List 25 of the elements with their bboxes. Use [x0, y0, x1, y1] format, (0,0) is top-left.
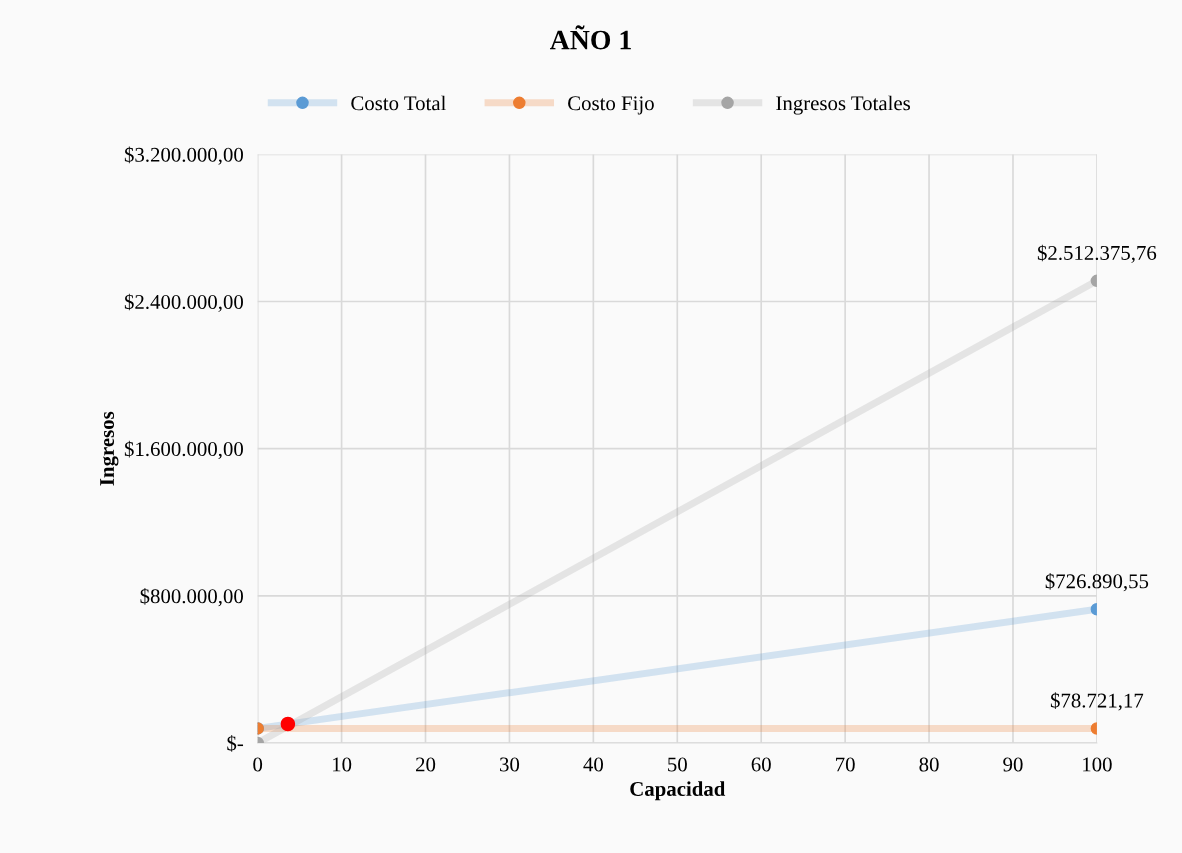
x-tick-label: 10 — [333, 757, 352, 772]
x-tick-label: 30 — [500, 757, 520, 772]
x-tick-label: 50 — [668, 757, 687, 772]
y-tick-label: $2.400.000,00 — [124, 293, 243, 312]
y-tick-label: $3.200.000,00 — [124, 146, 243, 165]
data-label: $2.512.375,76 — [1037, 244, 1157, 263]
legend-label: Ingresos Totales — [776, 95, 910, 115]
x-tick-label: 20 — [416, 757, 436, 772]
x-tick-label: 80 — [919, 757, 939, 772]
data-label: $78.721,17 — [1050, 692, 1144, 711]
y-axis-title: Ingresos — [100, 411, 119, 486]
data-label: $726.890,55 — [1045, 573, 1149, 592]
y-tick-label: $800.000,00 — [140, 587, 243, 607]
x-tick-label: 60 — [751, 757, 771, 772]
y-tick-label: $- — [227, 735, 244, 752]
x-axis-title: Capacidad — [630, 781, 726, 801]
legend-label: Costo Fijo — [568, 96, 654, 115]
x-tick-label: 100 — [1083, 757, 1112, 772]
x-tick-label: 0 — [253, 757, 263, 772]
chart-title: AÑO 1 — [549, 25, 631, 50]
x-tick-label: 70 — [836, 757, 855, 772]
legend-label: Costo Total — [351, 95, 446, 111]
x-tick-label: 40 — [583, 757, 603, 772]
y-tick-label: $1.600.000,00 — [124, 440, 243, 460]
x-tick-label: 90 — [1003, 757, 1023, 772]
